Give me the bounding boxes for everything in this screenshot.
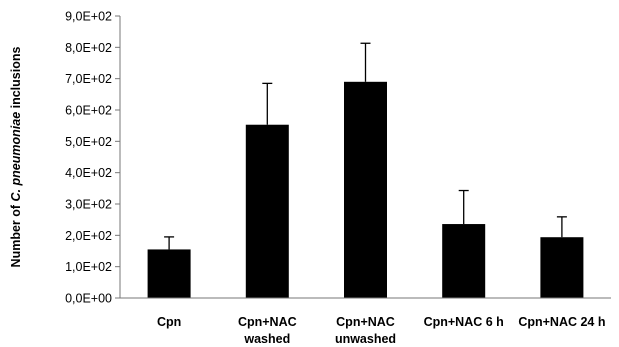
y-tick-label: 2,0E+02 <box>65 229 112 243</box>
y-tick-label: 0,0E+00 <box>65 292 112 306</box>
x-tick-label: washed <box>243 332 290 346</box>
x-tick-label: Cpn <box>157 315 181 329</box>
bar <box>442 224 486 298</box>
x-tick-label: Cpn+NAC <box>238 315 297 329</box>
y-axis-title-part: inclusions <box>9 47 23 112</box>
y-tick-label: 1,0E+02 <box>65 260 112 274</box>
x-axis-ticks: Cpn Cpn+NAC washed Cpn+NAC unwashed Cpn+NAC 6… <box>157 315 606 346</box>
y-tick-label: 7,0E+02 <box>65 72 112 86</box>
x-tick-label: Cpn+NAC <box>336 315 395 329</box>
y-axis-title-part: Number of <box>9 201 23 267</box>
y-tick-label: 5,0E+02 <box>65 135 112 149</box>
y-tick-label: 6,0E+02 <box>65 104 112 118</box>
bar <box>147 249 191 298</box>
x-tick-label: unwashed <box>335 332 396 346</box>
y-axis-title: Number of C. pneumoniae inclusions <box>9 47 23 268</box>
y-axis-title-part: C. pneumoniae <box>9 112 23 202</box>
y-tick-label: 4,0E+02 <box>65 166 112 180</box>
y-tick-label: 9,0E+02 <box>65 10 112 24</box>
bars <box>147 42 584 298</box>
x-tick-label: Cpn+NAC 6 h <box>424 315 504 329</box>
y-axis-ticks: 0,0E+00 1,0E+02 2,0E+02 3,0E+02 4,0E+02 5,0E+… <box>65 10 120 306</box>
y-axis-label: Number of C. pneumoniae inclusions <box>9 47 23 268</box>
y-tick-label: 3,0E+02 <box>65 198 112 212</box>
bar <box>245 124 289 298</box>
x-tick-label: Cpn+NAC 24 h <box>518 315 605 329</box>
bar <box>540 237 584 298</box>
bar <box>344 81 387 298</box>
y-tick-label: 8,0E+02 <box>65 41 112 55</box>
